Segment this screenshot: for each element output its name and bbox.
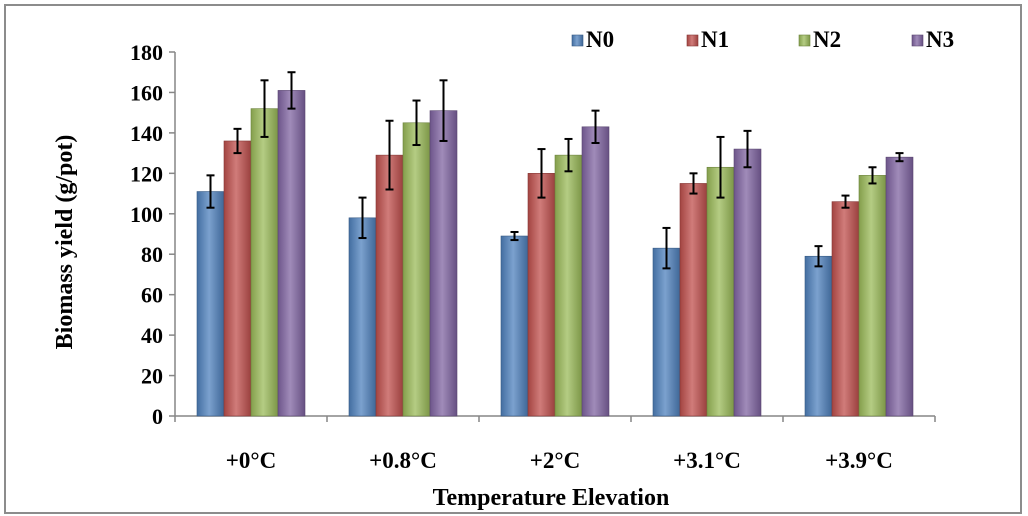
bar-n0-1 xyxy=(348,217,377,417)
legend-label: N1 xyxy=(701,27,729,52)
legend-swatch xyxy=(571,34,584,47)
bar-n1-0 xyxy=(223,140,252,417)
error-bar-n1-0 xyxy=(233,127,242,155)
y-tick-label: 160 xyxy=(130,80,163,105)
error-bar-n3-0 xyxy=(287,71,296,110)
bar-n2-2 xyxy=(554,154,583,417)
plot-area: 0 20 40 60 80 100 120 140 160 180 +0°C +0.8°C +2°C +3… xyxy=(130,40,936,473)
legend-item-n0: N0 xyxy=(571,27,614,52)
bar-n3-1 xyxy=(429,110,458,417)
error-bar-n2-0 xyxy=(260,79,269,138)
error-bar-n2-3 xyxy=(716,135,725,199)
y-tick-label: 120 xyxy=(130,161,163,186)
bar-n2-3 xyxy=(706,166,735,417)
bar-n2-0 xyxy=(250,108,279,417)
legend-swatch xyxy=(798,34,811,47)
bar-n0-0 xyxy=(196,191,225,417)
error-bar-n3-1 xyxy=(439,79,448,142)
y-tick-label: 140 xyxy=(130,121,163,146)
error-bar-n3-4 xyxy=(895,152,904,163)
legend-swatch xyxy=(911,34,924,47)
bar-n3-3 xyxy=(733,148,762,417)
bar-n3-0 xyxy=(277,90,306,417)
error-bar-n0-1 xyxy=(358,196,367,240)
y-tick-label: 100 xyxy=(130,202,163,227)
bar-n1-4 xyxy=(831,201,860,417)
x-tick-label: +0°C xyxy=(226,448,276,473)
x-axis-title: Temperature Elevation xyxy=(433,485,670,511)
y-axis-title: Biomass yield (g/pot) xyxy=(52,135,78,350)
error-bar-n0-0 xyxy=(206,174,215,209)
bar-n1-3 xyxy=(679,183,708,417)
y-tick-label: 20 xyxy=(141,364,163,389)
error-bar-n2-4 xyxy=(868,166,877,185)
x-tick-label: +3.9°C xyxy=(825,448,893,473)
bar-n2-1 xyxy=(402,122,431,417)
x-tick-label: +0.8°C xyxy=(369,448,437,473)
error-bar-n3-3 xyxy=(743,129,752,169)
legend-label: N2 xyxy=(813,27,841,52)
bar-n0-4 xyxy=(804,255,833,417)
legend: N0 N1 N2 N3 xyxy=(571,27,954,52)
y-tick-label: 40 xyxy=(141,323,163,348)
error-bar-n3-2 xyxy=(591,109,600,144)
error-bar-n2-1 xyxy=(412,99,421,147)
x-tick-label: +3.1°C xyxy=(673,448,741,473)
legend-item-n3: N3 xyxy=(911,27,954,52)
error-bar-n0-4 xyxy=(814,245,823,268)
bar-n1-1 xyxy=(375,154,404,417)
y-tick-label: 80 xyxy=(141,242,163,267)
y-tick-label: 60 xyxy=(141,283,163,308)
error-bar-n1-1 xyxy=(385,119,394,191)
legend-item-n1: N1 xyxy=(686,27,729,52)
error-bar-n0-3 xyxy=(662,226,671,270)
error-bar-n1-2 xyxy=(537,148,546,199)
bar-n1-2 xyxy=(527,173,556,417)
error-bar-n2-2 xyxy=(564,137,573,173)
bar-n2-4 xyxy=(858,175,887,417)
error-bar-n0-2 xyxy=(510,230,519,242)
legend-swatch xyxy=(686,34,699,47)
x-tick-label: +2°C xyxy=(530,448,580,473)
legend-item-n2: N2 xyxy=(798,27,841,52)
bar-n3-4 xyxy=(885,156,914,417)
y-tick-label: 0 xyxy=(152,404,163,429)
error-bar-n1-3 xyxy=(689,172,698,195)
bar-n0-2 xyxy=(500,235,529,417)
legend-label: N0 xyxy=(586,27,614,52)
y-tick-label: 180 xyxy=(130,40,163,65)
legend-label: N3 xyxy=(926,27,954,52)
bar-n3-2 xyxy=(581,126,610,417)
bar-n0-3 xyxy=(652,247,681,417)
error-bar-n1-4 xyxy=(841,194,850,209)
